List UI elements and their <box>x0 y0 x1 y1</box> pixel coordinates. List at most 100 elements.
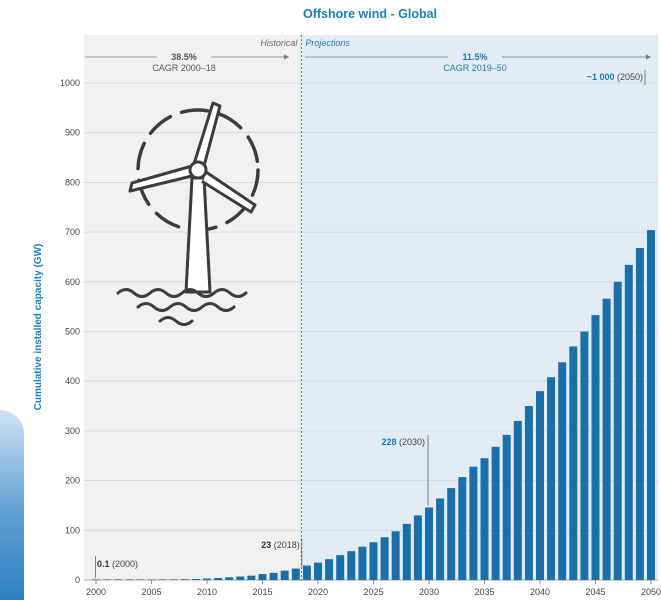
bar <box>214 578 223 580</box>
historical-label: Historical <box>260 38 298 48</box>
bar <box>291 568 300 580</box>
hist-cagr-annotation: 38.5% CAGR 2000–18 <box>85 49 289 73</box>
bar <box>247 575 256 580</box>
annotation-year: (2018) <box>271 540 300 550</box>
projections-label: Projections <box>305 38 350 48</box>
x-tick-label: 2010 <box>197 587 217 597</box>
bar <box>269 572 278 580</box>
value-annotation: 23 (2018) <box>261 540 300 550</box>
bar <box>436 498 445 580</box>
value-annotations: 0.1 (2000) 23 (2018) 228 (2030) ~1 000 (205… <box>95 70 646 578</box>
value-annotation: 228 (2030) <box>381 437 425 447</box>
bar <box>391 531 400 580</box>
bar <box>358 546 367 580</box>
bar <box>547 377 556 580</box>
bar <box>180 579 189 580</box>
bar <box>103 579 112 580</box>
bar <box>236 576 245 580</box>
bar <box>191 579 200 580</box>
chart-title: Offshore wind - Global <box>303 7 437 21</box>
x-tick-label: 2005 <box>141 587 161 597</box>
x-tick-label: 2035 <box>474 587 494 597</box>
bar <box>635 248 644 580</box>
bar <box>624 264 633 580</box>
bar <box>524 406 533 580</box>
annotation-year: (2050) <box>614 72 643 82</box>
annotation-year: (2000) <box>110 559 139 569</box>
bar <box>491 446 500 580</box>
bar <box>513 420 522 580</box>
bar <box>147 579 156 580</box>
x-tick-label: 2040 <box>530 587 550 597</box>
y-tick-label: 1000 <box>60 78 80 88</box>
bar <box>225 577 234 580</box>
bar <box>302 565 311 580</box>
bar <box>580 331 589 580</box>
y-tick-label: 400 <box>65 376 80 386</box>
x-tick-label: 2050 <box>641 587 661 597</box>
value-annotation: 0.1 (2000) <box>97 559 138 569</box>
y-tick-label: 900 <box>65 128 80 138</box>
proj-cagr-pct: 11.5% <box>462 52 487 62</box>
annotation-value: ~1 000 <box>587 72 615 82</box>
bar <box>558 362 567 580</box>
y-tick-label: 800 <box>65 177 80 187</box>
bar <box>613 281 622 580</box>
bar <box>458 477 467 580</box>
annotation-value: 228 <box>381 437 396 447</box>
bar <box>536 391 544 580</box>
bar <box>602 298 611 580</box>
y-tick-label: 300 <box>65 426 80 436</box>
bar <box>314 562 322 580</box>
y-tick-label: 100 <box>65 525 80 535</box>
bar <box>92 579 100 580</box>
annotation-year: (2030) <box>396 437 425 447</box>
bar <box>336 555 345 580</box>
y-tick-label: 700 <box>65 227 80 237</box>
x-tick-label: 2020 <box>308 587 328 597</box>
bar <box>402 523 411 580</box>
hist-cagr-pct: 38.5% <box>171 52 197 62</box>
x-tick-label: 2025 <box>363 587 383 597</box>
bar <box>125 579 134 580</box>
bar <box>325 559 334 580</box>
bar <box>425 507 433 580</box>
bar <box>280 570 289 580</box>
bar <box>369 542 378 580</box>
bar <box>480 458 489 580</box>
bar <box>158 579 167 580</box>
bar <box>647 230 655 580</box>
x-tick-label: 2030 <box>419 587 439 597</box>
proj-cagr-annotation: 11.5% CAGR 2019–50 <box>305 49 651 73</box>
y-axis-ticks: 0 100 200 300 400 500 600 700 800 900 1000 <box>60 78 80 585</box>
y-tick-label: 0 <box>75 575 80 585</box>
bar <box>469 466 478 580</box>
x-tick-label: 2045 <box>585 587 605 597</box>
bar <box>136 579 145 580</box>
bar <box>203 578 211 580</box>
historical-region <box>84 35 302 581</box>
bar <box>347 551 356 580</box>
bar <box>169 579 178 580</box>
wind-turbine-icon <box>116 101 260 326</box>
bar <box>413 515 422 580</box>
annotation-value: 23 <box>261 540 271 550</box>
x-tick-label: 2000 <box>86 587 106 597</box>
bar <box>591 315 600 580</box>
x-axis-ticks: 2000 2005 2010 2015 2020 2025 2030 2035 2040 2045… <box>86 580 661 597</box>
value-annotation: ~1 000 (2050) <box>587 72 643 82</box>
x-tick-label: 2015 <box>252 587 272 597</box>
hist-cagr-label: CAGR 2000–18 <box>152 63 216 73</box>
bar <box>258 574 267 580</box>
proj-cagr-label: CAGR 2019–50 <box>443 63 507 73</box>
y-tick-label: 200 <box>65 476 80 486</box>
y-tick-label: 500 <box>65 327 80 337</box>
y-tick-label: 600 <box>65 277 80 287</box>
bar <box>502 434 511 580</box>
bar <box>380 537 389 580</box>
bar <box>114 579 123 580</box>
annotation-value: 0.1 <box>97 559 110 569</box>
decorative-swoosh <box>0 410 24 600</box>
bar <box>447 488 456 580</box>
